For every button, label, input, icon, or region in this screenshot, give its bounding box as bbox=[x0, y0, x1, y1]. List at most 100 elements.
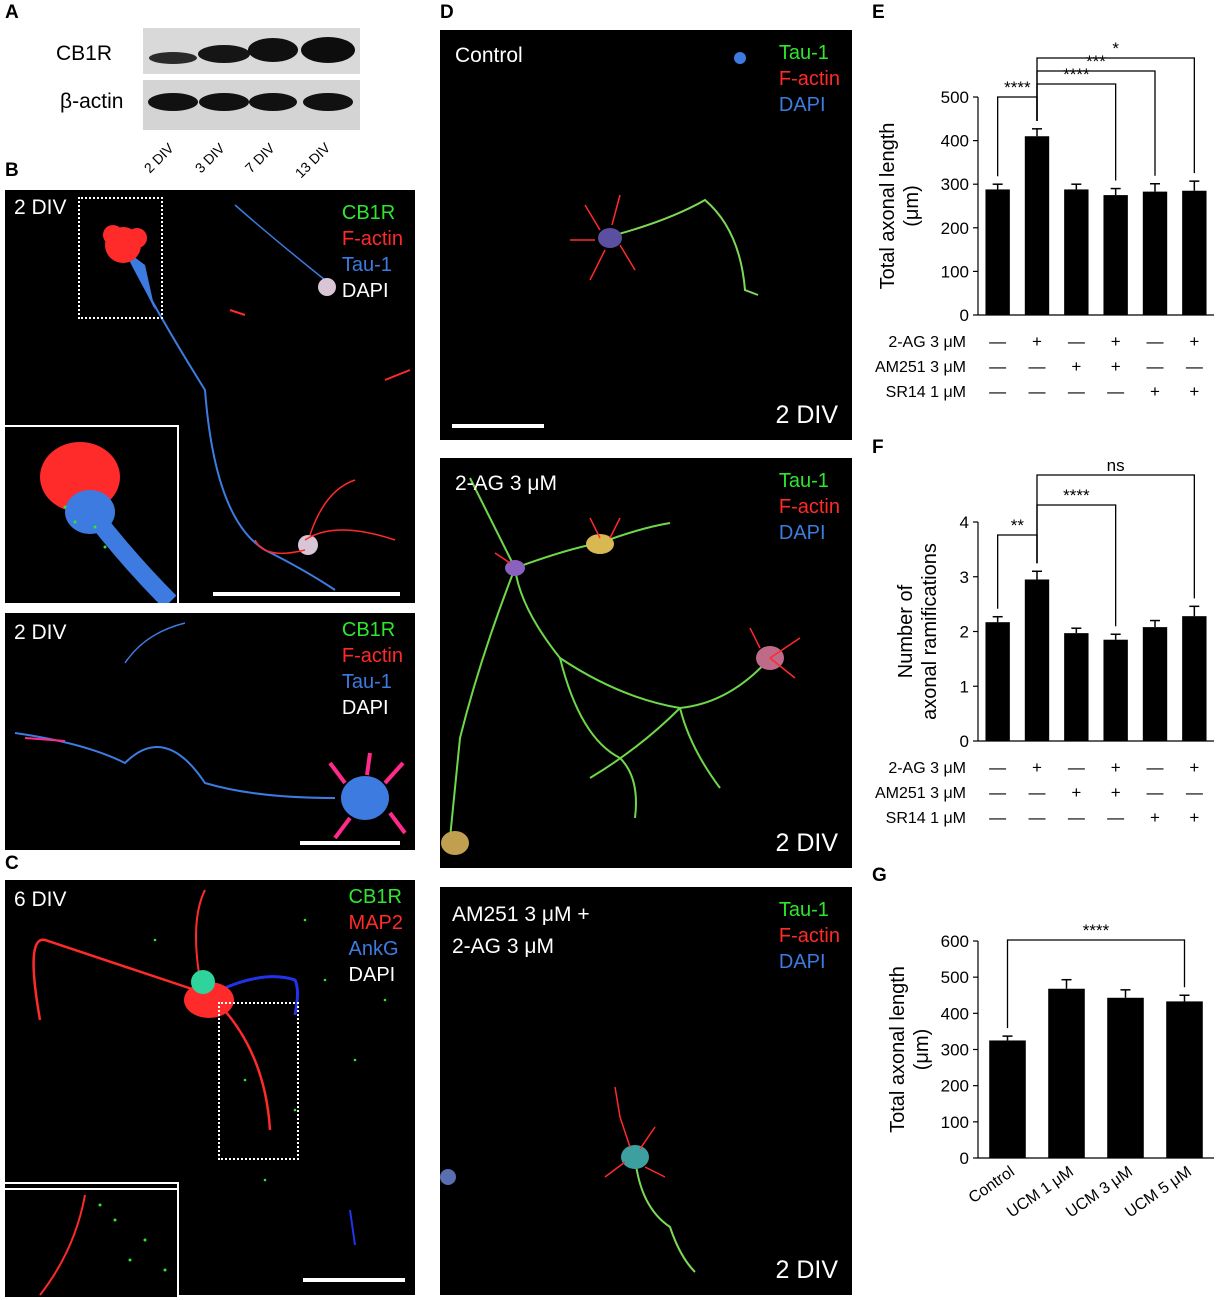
legend-f-actin: F-actin bbox=[778, 496, 840, 518]
y-tick-label: 2 bbox=[960, 623, 969, 642]
significance-label: **** bbox=[1083, 921, 1110, 940]
legend-dapi: DAPI bbox=[341, 697, 389, 719]
condition-sign: — bbox=[1147, 332, 1164, 351]
condition-sign: + bbox=[1111, 332, 1121, 351]
bar bbox=[985, 622, 1010, 741]
channel-legend: CB1R MAP2 AnkG DAPI bbox=[349, 884, 403, 988]
significance-bracket bbox=[1006, 939, 1186, 1029]
chart-e: 0 100 200 300 400 500 Total axonal length (μm) *… bbox=[875, 39, 1214, 401]
channel-legend: CB1R F-actin Tau-1 DAPI bbox=[342, 200, 403, 304]
micrograph-b-top: 2 DIV CB1R F-actin Tau-1 DAPI bbox=[5, 190, 415, 603]
condition-sign: + bbox=[1150, 382, 1160, 401]
condition-sign: + bbox=[1111, 357, 1121, 376]
condition-line-2: 2-AG 3 μM bbox=[452, 935, 554, 958]
y-tick-label: 500 bbox=[941, 88, 969, 107]
condition-label: SR14 1 μM bbox=[886, 810, 966, 827]
legend-tau-1: Tau-1 bbox=[778, 42, 829, 64]
condition-label: AM251 3 μM bbox=[875, 359, 966, 376]
div-label: 2 DIV bbox=[775, 401, 838, 429]
y-tick-label: 400 bbox=[941, 132, 969, 151]
condition-sign: + bbox=[1032, 758, 1042, 777]
div-label: 2 DIV bbox=[14, 621, 67, 644]
micrograph-b-bottom: 2 DIV CB1R F-actin Tau-1 DAPI bbox=[5, 613, 415, 850]
bar bbox=[1107, 997, 1144, 1158]
legend-tau-1: Tau-1 bbox=[778, 470, 829, 492]
condition-sign: — bbox=[989, 332, 1006, 351]
condition-label: 2-AG 3 μM bbox=[888, 334, 966, 351]
zoom-region-box bbox=[218, 1002, 299, 1160]
y-tick-label: 0 bbox=[960, 306, 969, 325]
blot-label-beta-actin: β-actin bbox=[60, 90, 124, 113]
condition-sign: + bbox=[1150, 808, 1160, 827]
bar bbox=[1064, 189, 1089, 315]
legend-tau-1: Tau-1 bbox=[778, 899, 829, 921]
scale-bar bbox=[300, 841, 400, 845]
y-tick-label: 400 bbox=[941, 1004, 969, 1023]
condition-sign: — bbox=[1147, 357, 1164, 376]
condition-sign: + bbox=[1189, 382, 1199, 401]
condition-sign: — bbox=[1107, 382, 1124, 401]
bar bbox=[1064, 633, 1089, 741]
bar bbox=[1166, 1001, 1203, 1158]
bar bbox=[1142, 191, 1168, 315]
blot-label-cb1r: CB1R bbox=[56, 42, 113, 65]
bar bbox=[1182, 190, 1207, 315]
y-tick-label: 300 bbox=[941, 1041, 969, 1060]
y-tick-label: 200 bbox=[941, 1077, 969, 1096]
bar bbox=[1024, 579, 1050, 741]
lane-label: 3 DIV bbox=[191, 139, 228, 176]
zoom-inset-bottom bbox=[3, 1188, 179, 1299]
panel-letter-c: C bbox=[5, 853, 19, 874]
condition-sign: — bbox=[989, 808, 1006, 827]
condition-label: Control bbox=[455, 44, 523, 67]
condition-sign: — bbox=[1147, 783, 1164, 802]
scale-bar bbox=[213, 592, 400, 596]
y-axis-label-line-2: (μm) bbox=[911, 1029, 933, 1071]
bar bbox=[1142, 627, 1168, 741]
significance-label: * bbox=[1112, 39, 1119, 58]
zoom-region-box bbox=[78, 197, 163, 319]
channel-legend: Tau-1 F-actin DAPI bbox=[779, 468, 840, 546]
legend-cb1r: CB1R bbox=[341, 619, 396, 641]
condition-sign: — bbox=[1068, 332, 1085, 351]
condition-sign: — bbox=[1029, 783, 1046, 802]
condition-line-1: AM251 3 μM + bbox=[452, 903, 590, 926]
condition-sign: — bbox=[1186, 357, 1203, 376]
panel-letter-a: A bbox=[5, 2, 19, 23]
y-axis-label-line-1: Number of bbox=[895, 584, 917, 678]
chart-g: 0 100 200 300 400 500 600 Total axonal length (μ… bbox=[887, 921, 1214, 1221]
lane-label: 13 DIV bbox=[291, 139, 334, 181]
y-axis-label-line-2: axonal ramifications bbox=[919, 543, 941, 720]
bar bbox=[1024, 136, 1050, 315]
significance-label: *** bbox=[1086, 52, 1106, 71]
condition-sign: + bbox=[1111, 758, 1121, 777]
bar bbox=[989, 1040, 1026, 1158]
legend-f-actin: F-actin bbox=[341, 228, 403, 250]
significance-bracket bbox=[1036, 57, 1195, 174]
condition-sign: + bbox=[1071, 783, 1081, 802]
bar bbox=[1103, 195, 1128, 315]
y-tick-label: 100 bbox=[941, 1113, 969, 1132]
y-tick-label: 0 bbox=[960, 1149, 969, 1168]
legend-dapi: DAPI bbox=[778, 94, 826, 116]
channel-legend: CB1R F-actin Tau-1 DAPI bbox=[342, 617, 403, 721]
significance-label: ** bbox=[1011, 516, 1025, 535]
condition-sign: — bbox=[1107, 808, 1124, 827]
y-tick-label: 100 bbox=[941, 262, 969, 281]
y-tick-label: 500 bbox=[941, 968, 969, 987]
legend-dapi: DAPI bbox=[778, 951, 826, 973]
legend-tau-1: Tau-1 bbox=[341, 254, 392, 276]
significance-label: **** bbox=[1004, 78, 1031, 97]
panel-letter-e: E bbox=[872, 2, 885, 23]
condition-sign: — bbox=[1186, 783, 1203, 802]
significance-bracket bbox=[1036, 70, 1156, 176]
micrograph-d-am251-2ag: AM251 3 μM + 2-AG 3 μM Tau-1 F-actin DAP… bbox=[440, 887, 852, 1295]
condition-sign: + bbox=[1111, 783, 1121, 802]
legend-f-actin: F-actin bbox=[778, 68, 840, 90]
bar bbox=[985, 189, 1010, 315]
micrograph-d-2ag: 2-AG 3 μM Tau-1 F-actin DAPI 2 DIV bbox=[440, 458, 852, 868]
y-axis-label-line-2: (μm) bbox=[901, 185, 923, 227]
panel-letter-b: B bbox=[5, 160, 19, 181]
legend-tau-1: Tau-1 bbox=[341, 671, 392, 693]
significance-label: ns bbox=[1107, 460, 1125, 475]
